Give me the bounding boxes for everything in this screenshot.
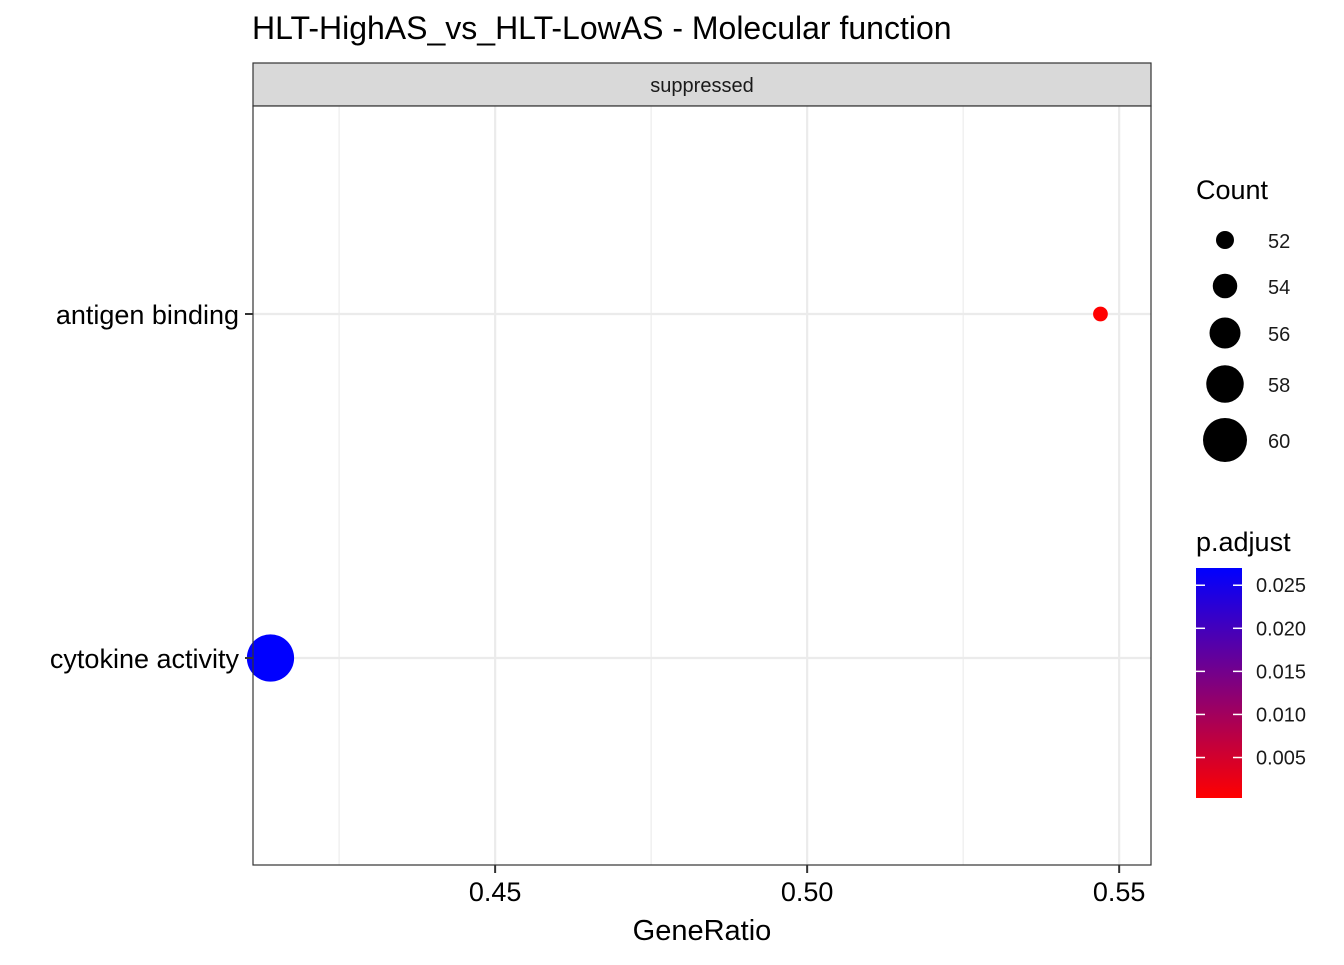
x-axis-label: GeneRatio — [633, 915, 772, 947]
padjust-legend-label: 0.010 — [1256, 704, 1306, 726]
x-tick-label: 0.50 — [781, 877, 834, 907]
count-legend-key — [1203, 418, 1247, 462]
data-points — [246, 306, 1108, 682]
data-point — [1093, 306, 1108, 322]
count-legend-title: Count — [1196, 175, 1269, 205]
y-axis: antigen binding cytokine activity — [50, 300, 253, 674]
x-tick-label: 0.55 — [1093, 877, 1146, 907]
facet-label: suppressed — [650, 75, 753, 97]
count-legend-key — [1216, 231, 1234, 249]
padjust-legend-label: 0.015 — [1256, 661, 1306, 683]
padjust-legend-title: p.adjust — [1196, 527, 1291, 557]
count-legend-key — [1209, 317, 1241, 349]
count-legend-label: 52 — [1268, 231, 1290, 253]
padjust-legend-label: 0.025 — [1256, 575, 1306, 597]
count-legend-label: 60 — [1268, 431, 1290, 453]
plot-panel — [253, 106, 1151, 865]
padjust-legend: 0.025 0.020 0.015 0.010 0.005 — [1196, 575, 1306, 770]
count-legend-key — [1212, 273, 1238, 299]
panel-border — [252, 105, 1152, 866]
count-legend: 52 54 56 58 60 — [1203, 231, 1290, 462]
chart-title: HLT-HighAS_vs_HLT-LowAS - Molecular func… — [252, 10, 952, 46]
x-axis: 0.45 0.50 0.55 — [469, 865, 1146, 907]
padjust-legend-label: 0.020 — [1256, 618, 1306, 640]
y-tick-label: cytokine activity — [50, 644, 240, 674]
grid-lines — [253, 106, 1151, 865]
count-legend-label: 54 — [1268, 277, 1290, 299]
data-point — [246, 634, 295, 682]
facet-strip — [252, 62, 1152, 107]
count-legend-label: 58 — [1268, 375, 1290, 397]
count-legend-label: 56 — [1268, 324, 1290, 346]
x-tick-label: 0.45 — [469, 877, 522, 907]
padjust-legend-label: 0.005 — [1256, 748, 1306, 770]
count-legend-key — [1206, 365, 1244, 403]
y-tick-label: antigen binding — [56, 300, 239, 330]
padjust-colorbar — [1196, 568, 1242, 798]
